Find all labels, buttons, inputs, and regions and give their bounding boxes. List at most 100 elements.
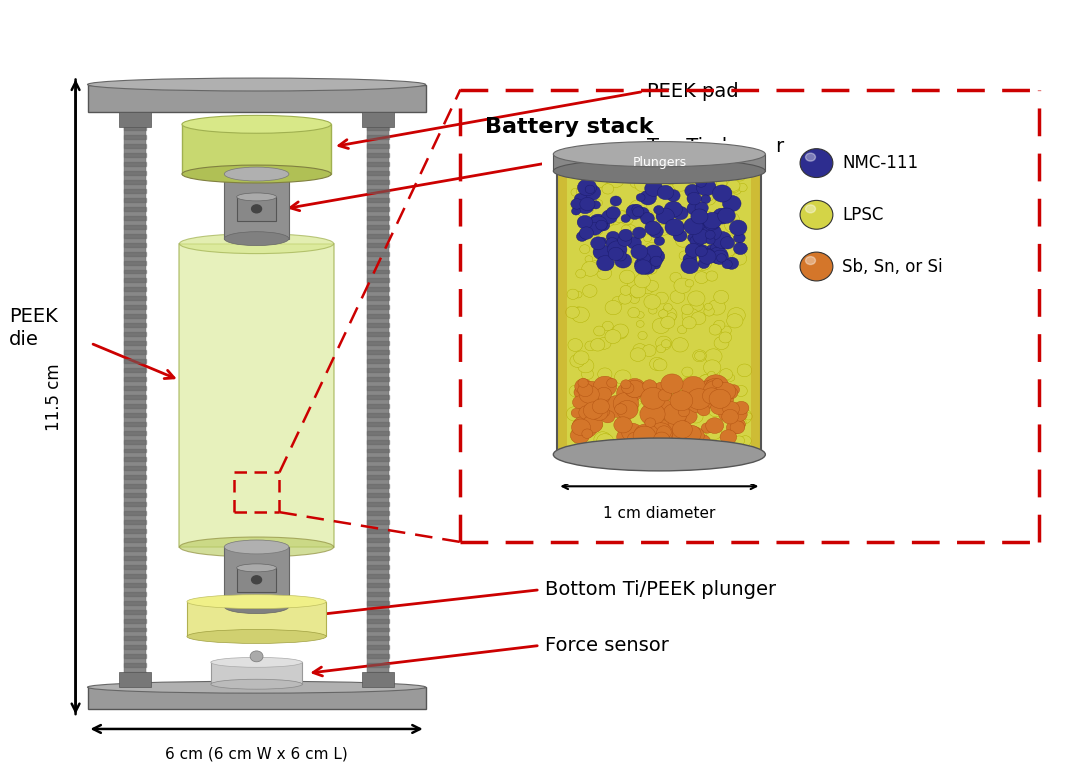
- Ellipse shape: [618, 412, 631, 424]
- Bar: [124, 243, 146, 246]
- Ellipse shape: [602, 184, 613, 194]
- Ellipse shape: [705, 379, 724, 395]
- Bar: [124, 225, 146, 229]
- Ellipse shape: [706, 426, 721, 440]
- Ellipse shape: [680, 258, 699, 274]
- Ellipse shape: [617, 428, 637, 446]
- Ellipse shape: [624, 380, 645, 398]
- Ellipse shape: [615, 404, 626, 415]
- Bar: [367, 144, 389, 148]
- Bar: [367, 395, 389, 399]
- Ellipse shape: [694, 351, 705, 360]
- Ellipse shape: [688, 291, 705, 306]
- Ellipse shape: [650, 428, 673, 448]
- Ellipse shape: [677, 326, 687, 334]
- Ellipse shape: [585, 386, 594, 394]
- Ellipse shape: [640, 282, 654, 294]
- Ellipse shape: [661, 389, 677, 404]
- Bar: [124, 269, 146, 273]
- Bar: [557, 171, 761, 454]
- Bar: [124, 233, 146, 238]
- Bar: [367, 126, 389, 130]
- Ellipse shape: [727, 374, 734, 381]
- Ellipse shape: [597, 368, 612, 380]
- Ellipse shape: [631, 245, 648, 259]
- Ellipse shape: [680, 405, 694, 418]
- Bar: [367, 484, 389, 488]
- Ellipse shape: [701, 423, 713, 433]
- Ellipse shape: [692, 198, 706, 210]
- Bar: [124, 591, 146, 596]
- Ellipse shape: [621, 214, 631, 223]
- Ellipse shape: [723, 260, 732, 269]
- Ellipse shape: [692, 182, 700, 190]
- Bar: [367, 681, 389, 685]
- Ellipse shape: [735, 418, 746, 427]
- Ellipse shape: [615, 370, 631, 384]
- Ellipse shape: [612, 324, 629, 338]
- Bar: [124, 296, 146, 301]
- Ellipse shape: [630, 295, 639, 304]
- Ellipse shape: [733, 436, 744, 445]
- Ellipse shape: [619, 230, 633, 241]
- Bar: [87, 687, 426, 709]
- Ellipse shape: [716, 178, 727, 187]
- Ellipse shape: [634, 257, 652, 272]
- Bar: [367, 216, 389, 220]
- Ellipse shape: [605, 396, 630, 418]
- Ellipse shape: [734, 386, 747, 396]
- Bar: [367, 448, 389, 452]
- Ellipse shape: [633, 291, 640, 298]
- Ellipse shape: [729, 220, 747, 236]
- Bar: [367, 502, 389, 506]
- Text: Battery stack: Battery stack: [485, 117, 653, 138]
- Ellipse shape: [671, 413, 685, 425]
- Ellipse shape: [651, 262, 661, 269]
- Bar: [367, 261, 389, 265]
- Ellipse shape: [712, 232, 731, 249]
- Bar: [367, 619, 389, 623]
- Ellipse shape: [571, 409, 582, 418]
- Ellipse shape: [585, 341, 596, 351]
- Bar: [367, 672, 389, 676]
- Bar: [367, 198, 389, 202]
- Bar: [124, 278, 146, 282]
- Ellipse shape: [711, 399, 729, 415]
- Text: 1 cm diameter: 1 cm diameter: [603, 506, 716, 521]
- Bar: [124, 404, 146, 408]
- Bar: [761, 166, 777, 460]
- Ellipse shape: [657, 395, 671, 407]
- Ellipse shape: [87, 681, 426, 693]
- Ellipse shape: [606, 207, 620, 219]
- Ellipse shape: [681, 224, 694, 236]
- Ellipse shape: [183, 165, 332, 183]
- Ellipse shape: [622, 432, 631, 440]
- Ellipse shape: [718, 211, 729, 221]
- Bar: [367, 583, 389, 587]
- Ellipse shape: [806, 153, 815, 161]
- Bar: [124, 565, 146, 569]
- Ellipse shape: [657, 217, 665, 225]
- Ellipse shape: [698, 259, 710, 269]
- Ellipse shape: [634, 424, 659, 445]
- Bar: [124, 520, 146, 524]
- Ellipse shape: [701, 195, 711, 203]
- Ellipse shape: [702, 224, 721, 240]
- Ellipse shape: [607, 172, 624, 187]
- Bar: [367, 457, 389, 461]
- Ellipse shape: [635, 260, 651, 275]
- Bar: [367, 627, 389, 631]
- Ellipse shape: [588, 223, 603, 235]
- Ellipse shape: [634, 438, 647, 449]
- Ellipse shape: [738, 184, 747, 191]
- Ellipse shape: [732, 252, 746, 265]
- Bar: [367, 547, 389, 551]
- Ellipse shape: [683, 377, 694, 387]
- Ellipse shape: [591, 405, 608, 421]
- Ellipse shape: [183, 116, 332, 133]
- Bar: [211, 662, 302, 684]
- Ellipse shape: [653, 206, 663, 214]
- Ellipse shape: [570, 427, 590, 444]
- Ellipse shape: [635, 201, 644, 208]
- Ellipse shape: [621, 213, 634, 225]
